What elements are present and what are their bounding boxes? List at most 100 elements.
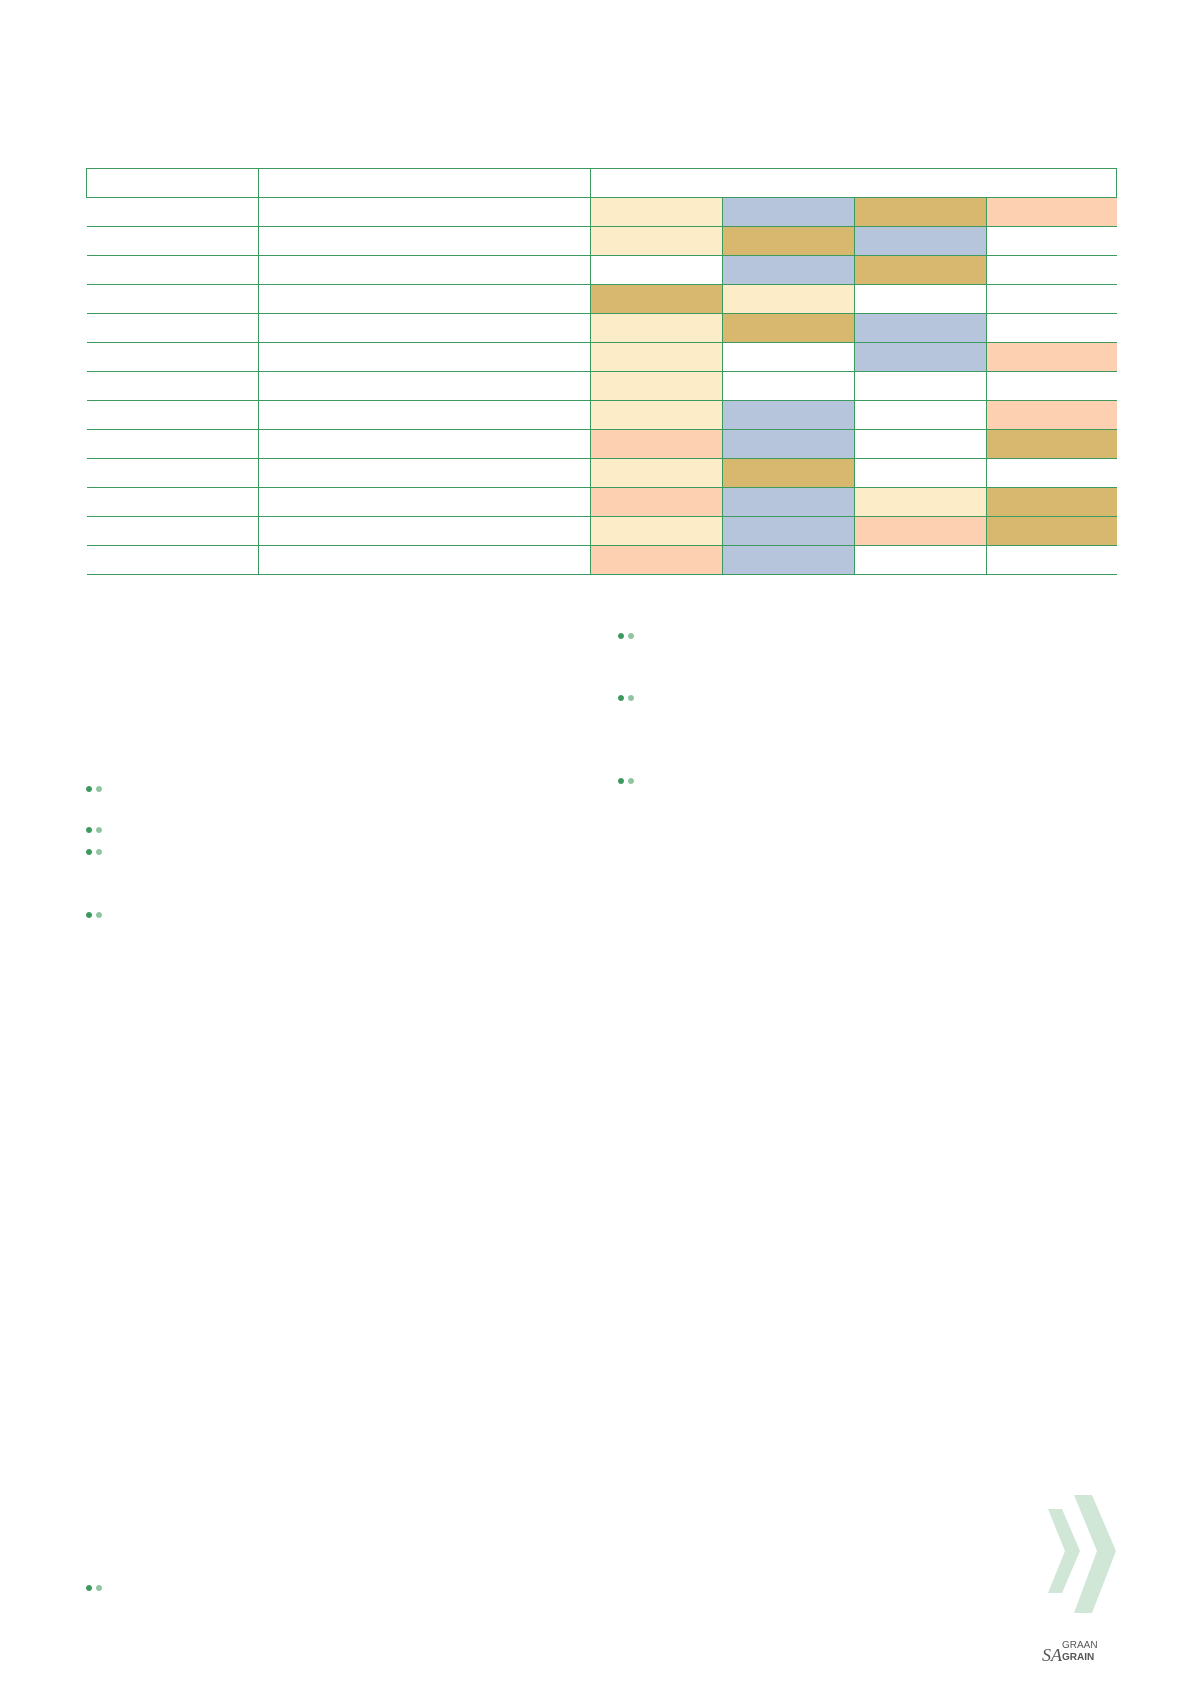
rating-cell	[722, 226, 855, 256]
rating-cell	[590, 371, 723, 401]
bullet-icon	[86, 785, 102, 793]
header-cell-region	[86, 168, 259, 198]
bullet-icon	[86, 1584, 102, 1592]
rating-cell	[986, 400, 1117, 430]
region-cell	[86, 487, 259, 517]
rating-cell	[854, 400, 987, 430]
region-cell	[86, 400, 259, 430]
table-row	[86, 400, 1117, 430]
rating-cell	[590, 400, 723, 430]
rating-cell	[590, 226, 723, 256]
sa-grain-logo: SA GRAAN GRAIN	[1042, 1640, 1098, 1664]
rating-cell	[854, 429, 987, 459]
region-cell	[86, 458, 259, 488]
rating-cell	[854, 313, 987, 343]
rating-cell	[722, 371, 855, 401]
table-row	[86, 226, 1117, 256]
rating-cell	[854, 458, 987, 488]
rating-cell	[722, 284, 855, 314]
rating-cell	[722, 342, 855, 372]
rating-cell	[986, 226, 1117, 256]
cultivar-cell	[258, 400, 591, 430]
rating-cell	[590, 197, 723, 227]
rating-cell	[590, 284, 723, 314]
rating-cell	[854, 255, 987, 285]
bullet-icon	[86, 848, 102, 856]
cultivar-cell	[258, 545, 591, 575]
rating-cell	[986, 255, 1117, 285]
table-row	[86, 284, 1117, 314]
rating-cell	[854, 516, 987, 546]
rating-cell	[590, 516, 723, 546]
cultivar-cell	[258, 487, 591, 517]
rating-cell	[986, 487, 1117, 517]
region-cell	[86, 342, 259, 372]
region-cell	[86, 197, 259, 227]
table-row	[86, 342, 1117, 372]
region-cell	[86, 371, 259, 401]
rating-cell	[986, 458, 1117, 488]
bullet-icon	[86, 826, 102, 834]
rating-cell	[722, 516, 855, 546]
region-cell	[86, 226, 259, 256]
cultivar-cell	[258, 516, 591, 546]
table-row	[86, 371, 1117, 401]
rating-cell	[590, 342, 723, 372]
bullet-icon	[618, 694, 634, 702]
cultivar-cell	[258, 458, 591, 488]
rating-cell	[986, 197, 1117, 227]
rating-cell	[986, 516, 1117, 546]
rating-cell	[986, 429, 1117, 459]
bullet-icon	[618, 777, 634, 785]
cultivar-cell	[258, 313, 591, 343]
rating-cell	[590, 255, 723, 285]
rating-cell	[722, 197, 855, 227]
region-cell	[86, 284, 259, 314]
bullet-icon	[618, 632, 634, 640]
double-chevron-right-icon	[1048, 1495, 1116, 1613]
table-row	[86, 487, 1117, 517]
cultivar-cell	[258, 255, 591, 285]
table-header-row	[86, 168, 1117, 198]
table-row	[86, 516, 1117, 546]
rating-cell	[986, 313, 1117, 343]
region-cell	[86, 545, 259, 575]
cultivar-cell	[258, 342, 591, 372]
rating-cell	[722, 487, 855, 517]
cultivar-cell	[258, 284, 591, 314]
svg-text:SA: SA	[1042, 1645, 1063, 1664]
table-row	[86, 197, 1117, 227]
header-cell-rating	[590, 168, 1117, 198]
rating-cell	[722, 400, 855, 430]
region-cell	[86, 313, 259, 343]
cultivar-cell	[258, 226, 591, 256]
rating-cell	[854, 226, 987, 256]
rating-cell	[854, 487, 987, 517]
cultivar-cell	[258, 197, 591, 227]
rating-cell	[590, 545, 723, 575]
table-row	[86, 429, 1117, 459]
rating-cell	[986, 284, 1117, 314]
region-cell	[86, 429, 259, 459]
rating-cell	[854, 342, 987, 372]
svg-text:GRAAN: GRAAN	[1062, 1640, 1098, 1651]
rating-cell	[722, 255, 855, 285]
svg-text:GRAIN: GRAIN	[1062, 1652, 1094, 1663]
table-row	[86, 545, 1117, 575]
cultivar-cell	[258, 371, 591, 401]
rating-cell	[986, 545, 1117, 575]
rating-cell	[590, 429, 723, 459]
rating-cell	[854, 545, 987, 575]
rating-cell	[722, 429, 855, 459]
region-cell	[86, 255, 259, 285]
table-row	[86, 313, 1117, 343]
rating-cell	[590, 458, 723, 488]
rating-cell	[590, 313, 723, 343]
rating-cell	[986, 342, 1117, 372]
rating-cell	[722, 545, 855, 575]
rating-cell	[854, 371, 987, 401]
rating-cell	[722, 458, 855, 488]
region-cell	[86, 516, 259, 546]
cultivar-rating-table	[86, 168, 1117, 575]
cultivar-cell	[258, 429, 591, 459]
